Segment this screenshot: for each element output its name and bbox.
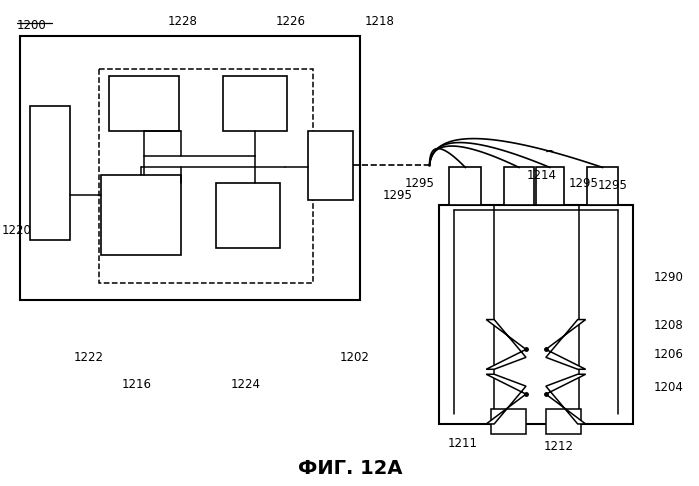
- Polygon shape: [487, 374, 526, 424]
- Bar: [504, 168, 534, 205]
- Bar: [223, 76, 287, 131]
- Bar: [440, 205, 633, 424]
- Polygon shape: [546, 320, 586, 369]
- Text: 1224: 1224: [231, 378, 261, 391]
- Bar: [30, 106, 70, 240]
- Bar: [20, 36, 360, 300]
- Text: 1214: 1214: [527, 169, 557, 182]
- Text: 1295: 1295: [569, 177, 598, 190]
- Text: 1212: 1212: [544, 440, 574, 453]
- Text: 1295: 1295: [405, 177, 435, 190]
- Bar: [308, 131, 353, 200]
- Text: 1222: 1222: [73, 351, 103, 364]
- Bar: [586, 168, 619, 205]
- Text: 1204: 1204: [654, 381, 683, 394]
- Text: 1290: 1290: [654, 271, 683, 284]
- Bar: [216, 183, 280, 248]
- Text: 1202: 1202: [340, 351, 370, 364]
- Bar: [99, 69, 313, 283]
- Text: 1218: 1218: [365, 15, 395, 28]
- Text: 1200: 1200: [17, 19, 47, 32]
- Polygon shape: [487, 320, 526, 369]
- Text: 1211: 1211: [447, 437, 477, 451]
- Bar: [101, 175, 181, 255]
- Text: 1228: 1228: [168, 15, 198, 28]
- Bar: [536, 168, 564, 205]
- Text: 1295: 1295: [598, 179, 628, 192]
- Text: 1226: 1226: [275, 15, 305, 28]
- Text: 1295: 1295: [383, 189, 412, 202]
- Bar: [546, 409, 581, 434]
- Polygon shape: [546, 374, 586, 424]
- Text: 1220: 1220: [2, 224, 32, 237]
- Bar: [449, 168, 481, 205]
- Bar: [109, 76, 179, 131]
- Text: 1208: 1208: [654, 319, 683, 332]
- Bar: [491, 409, 526, 434]
- Text: 1216: 1216: [122, 378, 151, 391]
- Text: 1206: 1206: [654, 348, 683, 361]
- Text: ФИГ. 12А: ФИГ. 12А: [298, 459, 402, 478]
